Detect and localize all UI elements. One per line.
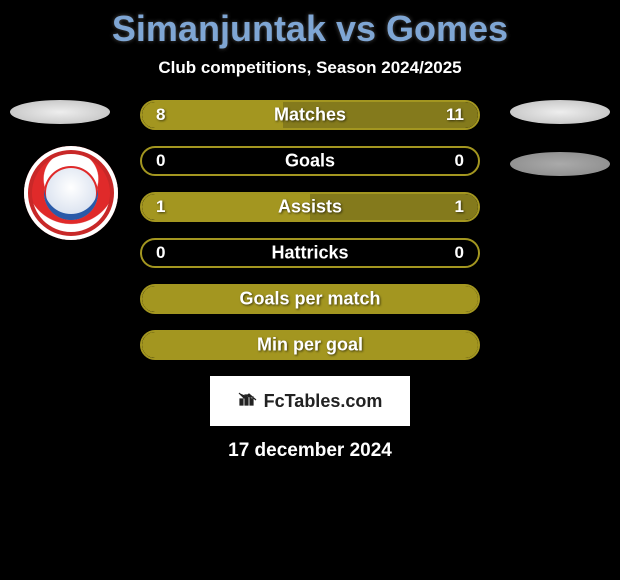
stat-label: Goals <box>285 151 335 172</box>
stat-row-min-per-goal: Min per goal <box>140 330 480 360</box>
stat-row-assists: Assists 1 1 <box>140 192 480 222</box>
stat-value-right: 1 <box>455 197 464 217</box>
stat-value-right: 0 <box>455 243 464 263</box>
stat-rows-container: Matches811Goals00Assists11Hattricks00Goa… <box>140 100 480 360</box>
stat-value-left: 0 <box>156 151 165 171</box>
comparison-area: Matches811Goals00Assists11Hattricks00Goa… <box>0 100 620 360</box>
stat-value-left: 1 <box>156 197 165 217</box>
fctables-chart-icon <box>238 391 258 412</box>
stat-label: Goals per match <box>239 289 380 310</box>
fctables-logo: FcTables.com <box>210 376 410 426</box>
stat-value-right: 11 <box>446 105 464 125</box>
player-flag-right-2 <box>510 152 610 176</box>
stat-label: Hattricks <box>271 243 348 264</box>
club-badge-left-inner <box>44 166 98 220</box>
page-subtitle: Club competitions, Season 2024/2025 <box>0 58 620 78</box>
date-line: 17 december 2024 <box>0 440 620 462</box>
player-flag-right-1 <box>510 100 610 124</box>
player-flag-left <box>10 100 110 124</box>
page-title: Simanjuntak vs Gomes <box>0 0 620 50</box>
stat-row-goals-per-match: Goals per match <box>140 284 480 314</box>
stat-row-matches: Matches 8 11 <box>140 100 480 130</box>
stat-label: Min per goal <box>257 335 363 356</box>
stat-value-left: 0 <box>156 243 165 263</box>
stat-value-right: 0 <box>455 151 464 171</box>
stat-row-goals: Goals 0 0 <box>140 146 480 176</box>
stat-row-hattricks: Hattricks 0 0 <box>140 238 480 268</box>
stat-label: Assists <box>278 197 342 218</box>
stat-label: Matches <box>274 105 346 126</box>
club-badge-left <box>24 146 118 240</box>
stat-value-left: 8 <box>156 105 165 125</box>
fctables-logo-text: FcTables.com <box>264 391 383 412</box>
